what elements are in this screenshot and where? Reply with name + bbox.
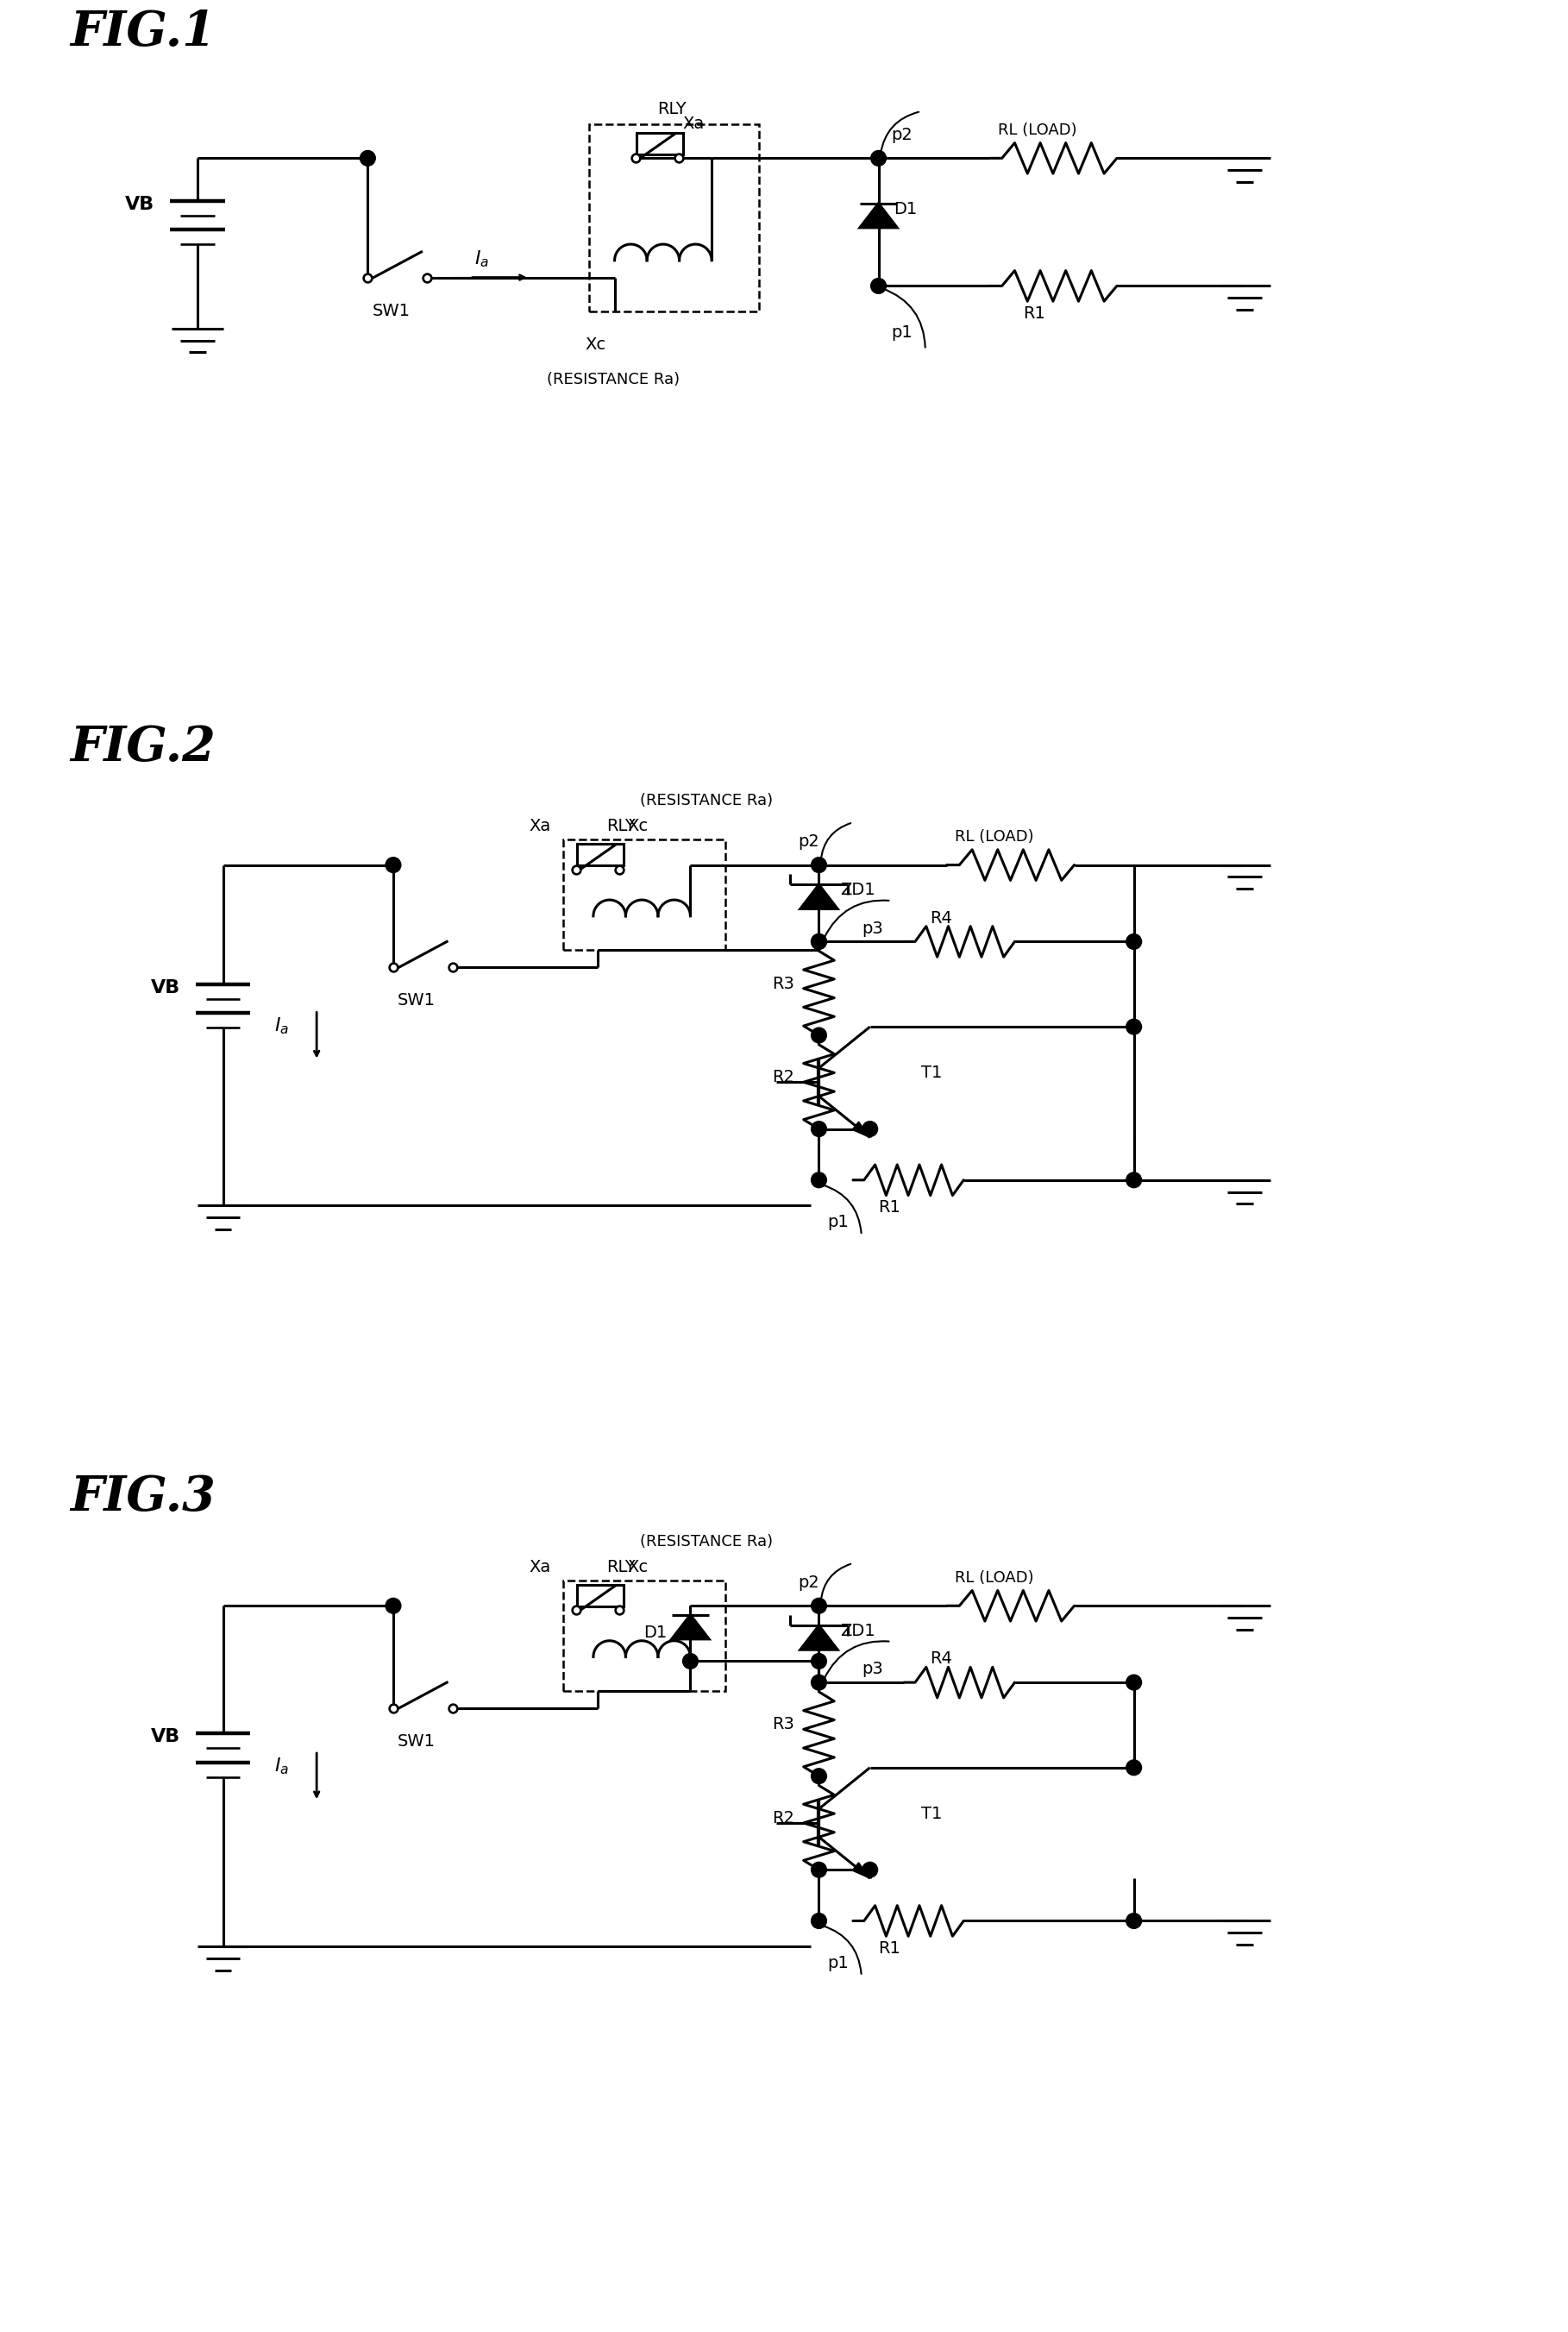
Circle shape — [1126, 933, 1142, 949]
Circle shape — [1126, 1173, 1142, 1187]
Circle shape — [870, 278, 886, 294]
Circle shape — [870, 152, 886, 166]
Text: VB: VB — [151, 979, 180, 996]
Text: p1: p1 — [828, 1954, 848, 1971]
Polygon shape — [800, 884, 837, 909]
Text: T1: T1 — [920, 1805, 942, 1821]
Text: RLY: RLY — [607, 1558, 635, 1574]
Text: VB: VB — [151, 1728, 180, 1744]
Text: D1: D1 — [894, 201, 917, 217]
Text: p1: p1 — [828, 1215, 848, 1231]
Circle shape — [862, 1863, 878, 1877]
Text: SW1: SW1 — [398, 1733, 436, 1749]
Circle shape — [811, 1912, 826, 1929]
Text: Xc: Xc — [627, 1558, 648, 1574]
Circle shape — [386, 1597, 401, 1614]
Circle shape — [811, 1597, 826, 1614]
Text: ZD1: ZD1 — [840, 1623, 875, 1639]
Circle shape — [811, 858, 826, 872]
Bar — [590, 124, 759, 312]
Text: ZD1: ZD1 — [840, 881, 875, 898]
Text: $I_a$: $I_a$ — [274, 1756, 289, 1777]
Polygon shape — [851, 1863, 870, 1877]
Circle shape — [386, 858, 401, 872]
Polygon shape — [859, 203, 897, 229]
Text: RLY: RLY — [607, 819, 635, 835]
Text: Xc: Xc — [627, 819, 648, 835]
Circle shape — [1126, 1019, 1142, 1035]
Text: (RESISTANCE Ra): (RESISTANCE Ra) — [640, 1534, 773, 1551]
Text: Xa: Xa — [530, 819, 552, 835]
Circle shape — [1126, 1912, 1142, 1929]
Text: VB: VB — [125, 196, 155, 212]
Circle shape — [811, 933, 826, 949]
Bar — [563, 840, 726, 949]
Polygon shape — [800, 1625, 837, 1649]
Text: RL (LOAD): RL (LOAD) — [997, 121, 1077, 138]
Text: T1: T1 — [920, 1066, 942, 1082]
Circle shape — [811, 1863, 826, 1877]
Text: $I_a$: $I_a$ — [274, 1014, 289, 1035]
Text: RL (LOAD): RL (LOAD) — [955, 1569, 1035, 1586]
Circle shape — [811, 1768, 826, 1784]
Text: p2: p2 — [798, 1574, 818, 1590]
Circle shape — [811, 1173, 826, 1187]
Text: SW1: SW1 — [398, 993, 436, 1010]
Text: p2: p2 — [798, 833, 818, 849]
Text: p3: p3 — [861, 921, 883, 937]
Circle shape — [811, 933, 826, 949]
Bar — [577, 1586, 624, 1607]
Circle shape — [811, 1653, 826, 1670]
Text: Xa: Xa — [530, 1558, 552, 1574]
Circle shape — [361, 152, 375, 166]
Circle shape — [682, 1653, 698, 1670]
Text: Xc: Xc — [585, 336, 605, 352]
Circle shape — [1126, 1674, 1142, 1691]
Text: R4: R4 — [930, 909, 952, 926]
Text: R2: R2 — [771, 1810, 795, 1826]
Bar — [577, 844, 624, 865]
Text: p1: p1 — [891, 324, 913, 340]
Text: RLY: RLY — [657, 100, 687, 117]
Text: R1: R1 — [878, 1199, 900, 1215]
Circle shape — [1126, 1761, 1142, 1775]
Circle shape — [811, 1028, 826, 1042]
Circle shape — [862, 1122, 878, 1136]
Text: R1: R1 — [878, 1940, 900, 1957]
Text: (RESISTANCE Ra): (RESISTANCE Ra) — [547, 371, 679, 387]
Text: p2: p2 — [891, 126, 913, 142]
Text: FIG.2: FIG.2 — [71, 723, 215, 772]
Polygon shape — [851, 1122, 870, 1138]
Text: R4: R4 — [930, 1651, 952, 1667]
Bar — [637, 133, 684, 154]
Text: SW1: SW1 — [372, 303, 409, 319]
Text: FIG.1: FIG.1 — [71, 9, 215, 56]
Text: (RESISTANCE Ra): (RESISTANCE Ra) — [640, 793, 773, 809]
Text: Xa: Xa — [682, 117, 704, 133]
Bar — [563, 1581, 726, 1691]
Text: R2: R2 — [771, 1068, 795, 1087]
Circle shape — [811, 1122, 826, 1136]
Text: RL (LOAD): RL (LOAD) — [955, 830, 1035, 844]
Text: R1: R1 — [1024, 305, 1046, 322]
Text: p3: p3 — [861, 1660, 883, 1677]
Text: D1: D1 — [643, 1625, 666, 1642]
Text: FIG.3: FIG.3 — [71, 1474, 215, 1520]
Text: R3: R3 — [771, 975, 795, 991]
Circle shape — [811, 1674, 826, 1691]
Text: $I_a$: $I_a$ — [474, 250, 489, 271]
Text: R3: R3 — [771, 1716, 795, 1733]
Polygon shape — [671, 1614, 709, 1639]
